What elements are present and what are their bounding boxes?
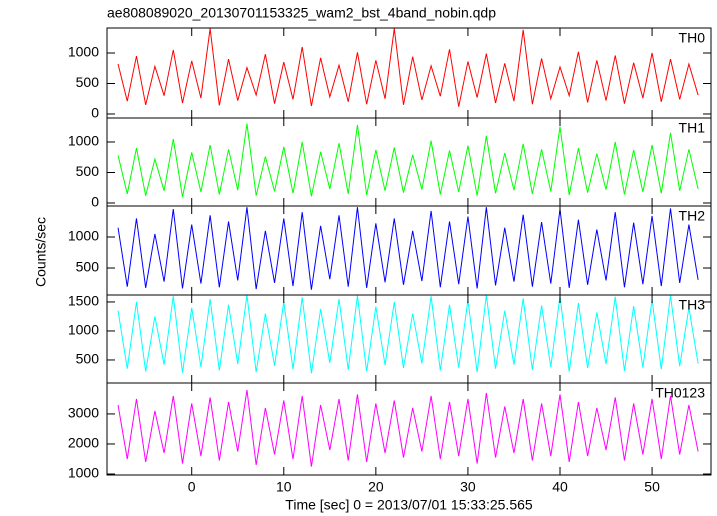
x-tick-label: 40: [552, 479, 568, 495]
x-tick-label: 10: [276, 479, 292, 495]
y-tick-label: 3000: [68, 405, 99, 421]
series-line: [117, 295, 699, 374]
x-tick-label: 50: [644, 479, 660, 495]
panel-label: TH2: [679, 208, 706, 224]
y-tick-label: 1500: [68, 293, 99, 309]
x-tick-label: 20: [368, 479, 384, 495]
series-line: [117, 207, 699, 290]
y-tick-label: 0: [91, 105, 99, 121]
y-tick-label: 1000: [68, 322, 99, 338]
y-tick-label: 2000: [68, 435, 99, 451]
y-tick-label: 1000: [68, 228, 99, 244]
panel-label: TH0123: [655, 385, 705, 401]
panel-label: TH0: [679, 30, 706, 46]
series-line: [117, 28, 699, 107]
y-axis-label: Counts/sec: [33, 217, 49, 287]
y-tick-label: 500: [76, 351, 100, 367]
series-line: [117, 389, 699, 467]
x-tick-label: 0: [188, 479, 196, 495]
chart-title: ae808089020_20130701153325_wam2_bst_4ban…: [107, 5, 496, 21]
y-tick-label: 500: [76, 259, 100, 275]
panel-frame: [106, 117, 712, 207]
panel-frame: [106, 27, 712, 119]
x-axis-label: Time [sec] 0 = 2013/07/01 15:33:25.565: [285, 497, 533, 513]
y-tick-label: 1000: [68, 465, 99, 481]
x-tick-label: 30: [460, 479, 476, 495]
y-tick-label: 1000: [68, 44, 99, 60]
y-tick-label: 1000: [68, 133, 99, 149]
panel-label: TH1: [679, 120, 706, 136]
y-tick-label: 500: [76, 163, 100, 179]
y-tick-label: 500: [76, 74, 100, 90]
panel-label: TH3: [679, 297, 706, 313]
y-tick-label: 0: [91, 194, 99, 210]
panel-frame: [106, 382, 712, 476]
series-line: [117, 123, 699, 198]
